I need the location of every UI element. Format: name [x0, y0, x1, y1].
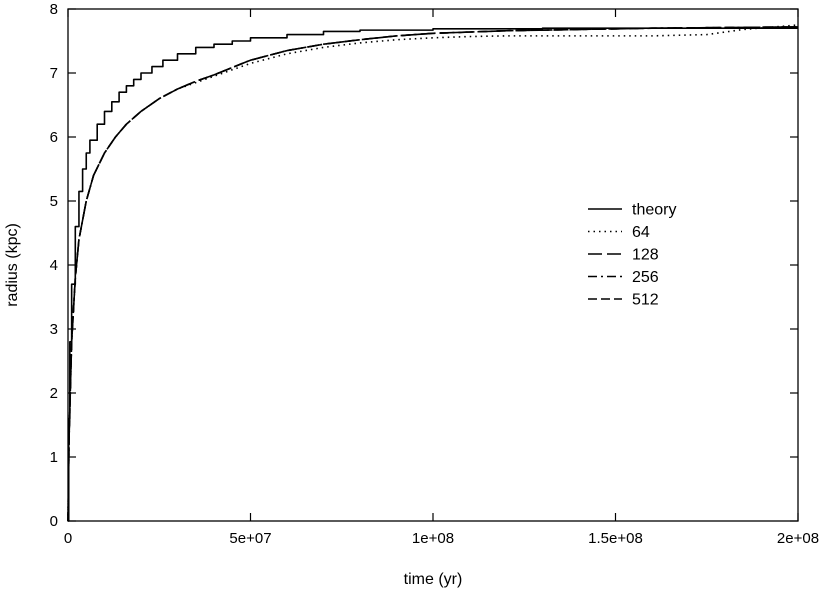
y-axis-label: radius (kpc) — [4, 223, 21, 307]
legend-label-64: 64 — [632, 224, 650, 241]
x-tick-label: 1e+08 — [412, 530, 454, 547]
y-tick-label: 8 — [50, 1, 58, 18]
legend-label-128: 128 — [632, 247, 659, 264]
legend: theory 64 128 256 512 — [588, 202, 676, 309]
y-tick-label: 3 — [50, 321, 58, 338]
x-axis-label: time (yr) — [404, 571, 463, 588]
series-line-64 — [67, 24, 799, 522]
series-layer — [67, 24, 799, 522]
x-tick-label: 2e+08 — [777, 530, 819, 547]
y-tick-label: 6 — [50, 129, 58, 146]
series-line-512 — [67, 26, 799, 522]
y-tick-label: 7 — [50, 65, 58, 82]
x-tick-label: 0 — [64, 530, 72, 547]
tick-layer: 0 5e+07 1e+08 1.5e+08 2e+08 0 1 2 3 4 5 6 7 8 — [50, 1, 819, 547]
y-tick-label: 5 — [50, 193, 58, 210]
series-line-theory — [67, 27, 798, 522]
x-tick-label: 5e+07 — [229, 530, 271, 547]
x-tick-label: 1.5e+08 — [588, 530, 643, 547]
legend-label-theory: theory — [632, 202, 676, 219]
legend-label-256: 256 — [632, 269, 659, 286]
legend-label-512: 512 — [632, 292, 659, 309]
y-tick-label: 2 — [50, 385, 58, 402]
y-tick-label: 0 — [50, 513, 58, 530]
y-tick-label: 1 — [50, 449, 58, 466]
y-tick-label: 4 — [50, 257, 58, 274]
